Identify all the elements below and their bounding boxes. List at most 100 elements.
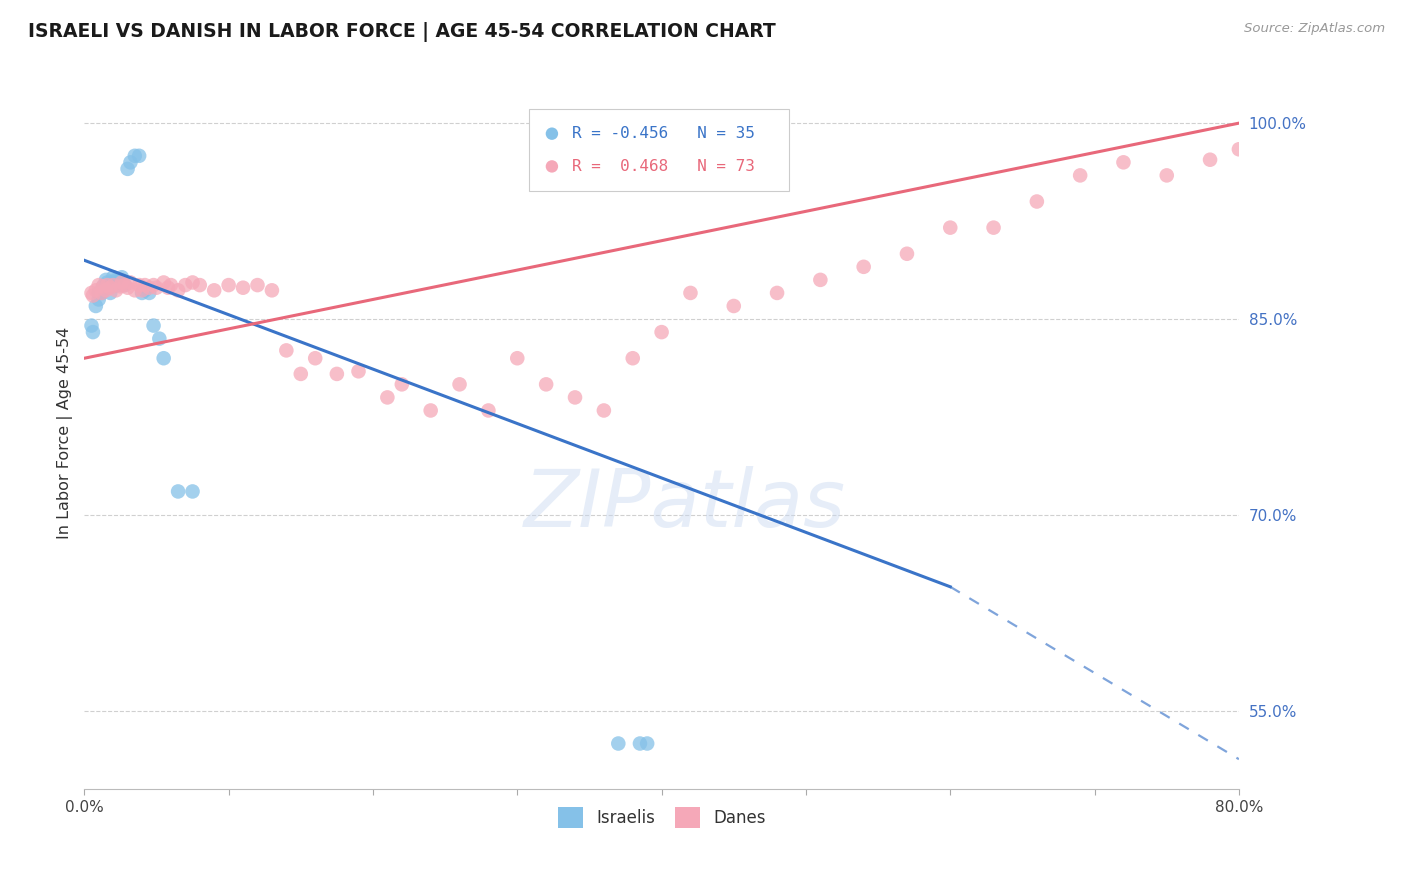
Point [260, 283, 283, 297]
Point [181, 484, 204, 499]
Point [142, 278, 165, 293]
Point [114, 278, 136, 293]
Point [896, 246, 918, 260]
Point [94, 273, 117, 287]
Point [96, 278, 118, 293]
Point [96, 276, 118, 290]
Point [1285, 136, 1308, 150]
Point [112, 276, 135, 290]
Point [202, 283, 225, 297]
Point [983, 220, 1005, 235]
Point [87, 278, 110, 293]
Point [107, 278, 129, 293]
Point [84, 299, 107, 313]
Point [347, 364, 370, 378]
Text: R = -0.456   N = 35: R = -0.456 N = 35 [572, 126, 755, 141]
Point [326, 367, 349, 381]
Point [134, 278, 156, 293]
Point [1199, 153, 1222, 167]
Point [181, 276, 204, 290]
Point [80, 318, 103, 333]
Point [658, 219, 681, 234]
Point [131, 283, 153, 297]
Point [124, 283, 146, 297]
Point [120, 155, 142, 169]
Point [852, 260, 875, 274]
Point [148, 332, 170, 346]
Point [1227, 142, 1250, 156]
Point [1257, 139, 1279, 153]
Point [1069, 169, 1091, 183]
Point [419, 403, 441, 417]
Point [110, 279, 132, 293]
Point [152, 351, 174, 366]
Point [592, 403, 614, 417]
Point [304, 351, 326, 366]
Point [1025, 194, 1047, 209]
Point [111, 270, 134, 285]
Point [90, 285, 112, 300]
Point [138, 285, 160, 300]
Point [84, 283, 107, 297]
Point [98, 285, 121, 300]
Point [651, 325, 673, 339]
Text: ISRAELI VS DANISH IN LABOR FORCE | AGE 45-54 CORRELATION CHART: ISRAELI VS DANISH IN LABOR FORCE | AGE 4… [28, 22, 776, 42]
Point [145, 281, 167, 295]
Point [98, 279, 121, 293]
Point [128, 278, 150, 293]
Point [628, 737, 651, 751]
Point [723, 299, 745, 313]
Point [87, 285, 110, 300]
Point [167, 283, 190, 297]
Point [1343, 132, 1365, 146]
Point [114, 278, 136, 293]
Text: R =  0.468   N = 73: R = 0.468 N = 73 [572, 159, 755, 174]
Text: ZIPatlas: ZIPatlas [523, 466, 846, 543]
Point [290, 367, 312, 381]
Point [117, 161, 139, 176]
Point [120, 276, 142, 290]
Bar [529, 110, 789, 191]
Point [124, 149, 146, 163]
Point [621, 351, 644, 366]
Point [94, 283, 117, 297]
Point [91, 279, 114, 293]
Point [636, 737, 658, 751]
Point [98, 281, 121, 295]
Point [128, 149, 150, 163]
Point [101, 276, 124, 290]
Point [156, 281, 179, 295]
Point [564, 391, 586, 405]
Point [658, 279, 681, 293]
Point [160, 278, 183, 293]
Point [101, 278, 124, 293]
Point [91, 279, 114, 293]
Point [87, 293, 110, 307]
Point [138, 281, 160, 295]
Point [1112, 155, 1135, 169]
Point [105, 283, 128, 297]
Point [607, 737, 630, 751]
Point [94, 279, 117, 293]
Point [1372, 127, 1395, 141]
Point [134, 283, 156, 297]
Point [80, 285, 103, 300]
Point [1315, 129, 1337, 144]
Point [101, 270, 124, 285]
Point [808, 273, 831, 287]
Point [246, 278, 269, 293]
Point [377, 391, 399, 405]
Point [506, 351, 529, 366]
Point [82, 288, 104, 302]
Point [1156, 169, 1178, 183]
Point [111, 276, 134, 290]
Point [766, 285, 789, 300]
Y-axis label: In Labor Force | Age 45-54: In Labor Force | Age 45-54 [58, 327, 73, 540]
Point [276, 343, 298, 358]
Point [174, 278, 197, 293]
Point [232, 281, 254, 295]
Point [131, 285, 153, 300]
Point [82, 325, 104, 339]
Point [90, 285, 112, 300]
Point [218, 278, 240, 293]
